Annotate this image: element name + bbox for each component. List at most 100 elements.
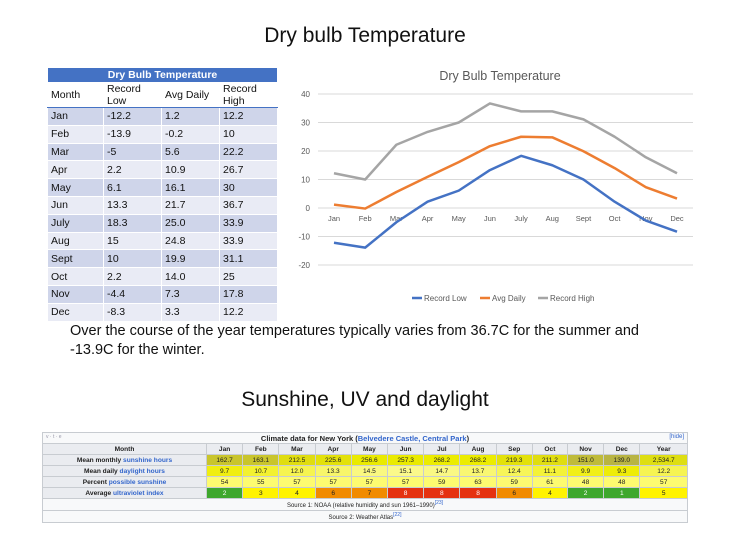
- table-cell: 30: [219, 178, 278, 197]
- y-tick-label: 40: [301, 90, 310, 99]
- climate-cell: 57: [278, 476, 316, 488]
- table-cell: 18.3: [103, 213, 162, 233]
- row-label: Mean daily daylight hours: [42, 465, 207, 477]
- row-label-link[interactable]: sunshine hours: [123, 456, 173, 464]
- y-tick-label: 30: [301, 119, 310, 128]
- climate-cell: 57: [639, 476, 688, 488]
- climate-cell: 163.1: [242, 454, 280, 466]
- climate-cell: 57: [387, 476, 425, 488]
- table-cell: May: [47, 178, 104, 197]
- climate-cell: 4: [278, 487, 316, 499]
- y-tick-label: -20: [298, 261, 310, 270]
- y-tick-label: 10: [301, 176, 310, 185]
- table-row: Feb -13.9 -0.2 10: [47, 124, 278, 144]
- climate-cell: 225.6: [314, 454, 352, 466]
- month-col-header: Mar: [278, 443, 316, 455]
- table-cell: 13.3: [103, 195, 162, 215]
- climate-cell: 2: [566, 487, 605, 499]
- table-cell: Aug: [47, 231, 104, 251]
- title-link[interactable]: Belvedere Castle, Central Park: [357, 433, 467, 443]
- table-row: Aug 15 24.8 33.9: [47, 231, 278, 251]
- climate-cell: 256.6: [350, 454, 389, 466]
- table-row: Jun 13.3 21.7 36.7: [47, 195, 278, 215]
- heading-dry-bulb: Dry bulb Temperature: [264, 24, 466, 47]
- row-label-link[interactable]: daylight hours: [119, 467, 165, 475]
- table-row: Dec -8.3 3.3 12.2: [47, 302, 278, 322]
- month-col-header: Jan: [205, 443, 244, 455]
- climate-cell: 4: [531, 487, 569, 499]
- table-cell: Sept: [47, 249, 104, 269]
- table-cell: Nov: [47, 284, 104, 304]
- table-cell: Apr: [47, 160, 104, 180]
- month-col-header: Feb: [242, 443, 280, 455]
- month-col-header: Sep: [495, 443, 533, 455]
- climate-cell: 57: [314, 476, 352, 488]
- y-tick-label: 0: [306, 204, 311, 213]
- table-cell: 10: [219, 124, 278, 144]
- row-label-link[interactable]: ultraviolet index: [113, 489, 164, 497]
- table-cell: -0.2: [161, 124, 220, 144]
- y-tick-label: -10: [298, 233, 310, 242]
- month-col-header: Aug: [459, 443, 497, 455]
- climate-row: Percent possible sunshine 54 55 57 57 57 57 59 6…: [42, 476, 688, 488]
- month-col-header: Nov: [566, 443, 605, 455]
- table-cell: 33.9: [219, 231, 278, 251]
- table-row: Sept 10 19.9 31.1: [47, 249, 278, 269]
- climate-cell: 211.2: [531, 454, 569, 466]
- legend-label: Record Low: [424, 294, 467, 303]
- summary-paragraph: Over the course of the year temperatures…: [70, 323, 639, 358]
- table-cell: 12.2: [219, 107, 278, 126]
- climate-cell: 9.3: [603, 465, 641, 477]
- climate-cell: 12.2: [639, 465, 688, 477]
- climate-cell: 219.3: [495, 454, 533, 466]
- table-caption: Dry Bulb Temperature: [47, 67, 278, 83]
- x-tick-label: Sept: [576, 214, 592, 223]
- month-col-header: Oct: [531, 443, 569, 455]
- table-row: Mar -5 5.6 22.2: [47, 142, 278, 162]
- column-header: Avg Daily: [161, 82, 220, 108]
- climate-cell: 8: [387, 487, 425, 499]
- table-cell: 1.2: [161, 107, 220, 126]
- table-cell: Mar: [47, 142, 104, 162]
- table-row: July 18.3 25.0 33.9: [47, 213, 278, 233]
- climate-cell: 11.1: [531, 465, 569, 477]
- climate-cell: 6: [495, 487, 533, 499]
- vte-links[interactable]: v · t · e: [46, 434, 62, 440]
- table-cell: 6.1: [103, 178, 162, 197]
- heading-sunshine: Sunshine, UV and daylight: [241, 388, 489, 411]
- table-cell: Dec: [47, 302, 104, 322]
- chart-title: Dry Bulb Temperature: [439, 69, 560, 83]
- table-cell: -8.3: [103, 302, 162, 322]
- climate-cell: 12.0: [278, 465, 316, 477]
- x-tick-label: Jun: [484, 214, 496, 223]
- climate-cell: 10.7: [242, 465, 280, 477]
- table-cell: 12.2: [219, 302, 278, 322]
- table-row: May 6.1 16.1 30: [47, 178, 278, 197]
- table-cell: 17.8: [219, 284, 278, 304]
- table-cell: 16.1: [161, 178, 220, 197]
- month-col-header: Jul: [423, 443, 461, 455]
- table-cell: 31.1: [219, 249, 278, 269]
- hide-button[interactable]: [hide]: [669, 434, 684, 440]
- table-cell: 21.7: [161, 195, 220, 215]
- table-cell: Jun: [47, 195, 104, 215]
- table-cell: Oct: [47, 267, 104, 286]
- table-cell: 36.7: [219, 195, 278, 215]
- series-line-record-low: [333, 154, 678, 249]
- source-2: Source 2: Weather Atlas[22]: [42, 510, 688, 523]
- x-tick-label: Oct: [609, 214, 622, 223]
- climate-cell: 48: [603, 476, 641, 488]
- table-cell: 10: [103, 249, 162, 269]
- table-cell: -4.4: [103, 284, 162, 304]
- legend-label: Avg Daily: [492, 294, 526, 303]
- x-tick-label: Dec: [670, 214, 684, 223]
- climate-title: v · t · e Climate data for New York (Bel…: [42, 432, 688, 444]
- row-label-link[interactable]: possible sunshine: [108, 478, 167, 486]
- table-cell: 22.2: [219, 142, 278, 162]
- table-cell: 25.0: [161, 213, 220, 233]
- climate-cell: 59: [423, 476, 461, 488]
- month-col-header: Apr: [314, 443, 352, 455]
- climate-cell: 8: [423, 487, 461, 499]
- x-tick-label: Mar: [390, 214, 403, 223]
- row-label: Mean monthly sunshine hours: [42, 454, 207, 466]
